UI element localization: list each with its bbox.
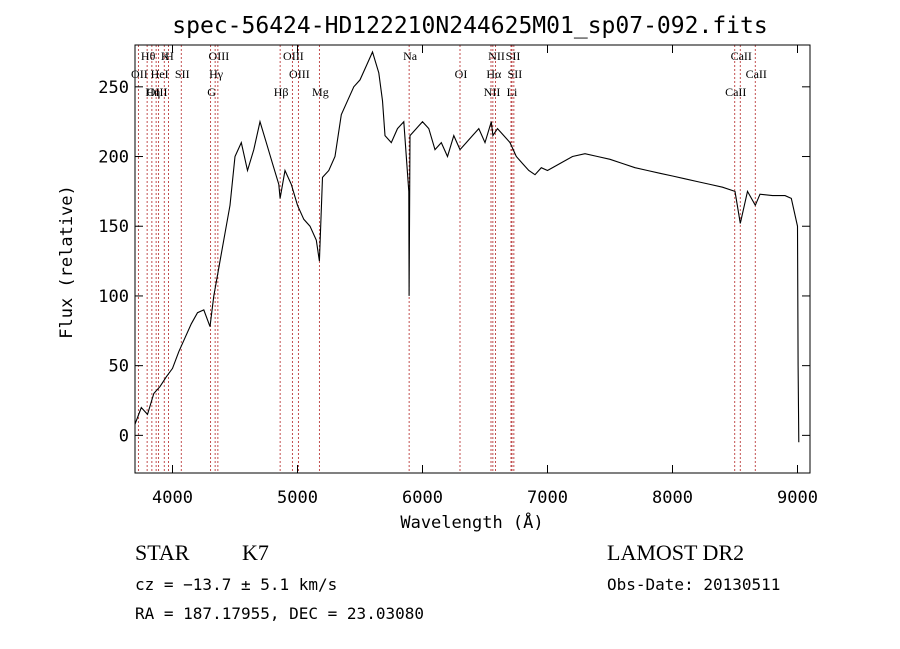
y-tick-label: 100 xyxy=(98,287,129,307)
line-marker-label: OIII xyxy=(209,49,230,63)
line-marker-label: Hη xyxy=(145,85,160,99)
line-marker-label: OIII xyxy=(283,49,304,63)
line-marker-label: CaII xyxy=(731,49,752,63)
x-tick-label: 4000 xyxy=(152,488,193,508)
line-marker-label: NII xyxy=(488,49,505,63)
spectral-subclass: K7 xyxy=(242,540,269,565)
line-marker-label: Hθ xyxy=(141,49,156,63)
line-marker-label: OIII xyxy=(147,85,168,99)
survey-name: LAMOST DR2 xyxy=(607,540,744,565)
coordinates: RA = 187.17955, DEC = 23.03080 xyxy=(135,604,424,623)
x-tick-label: 7000 xyxy=(527,488,568,508)
line-marker-label: HeI xyxy=(151,67,169,81)
y-tick-label: 50 xyxy=(109,357,129,377)
y-axis-label: Flux (relative) xyxy=(57,185,77,339)
line-marker-label: OI xyxy=(455,67,468,81)
line-marker-label: CaII xyxy=(746,67,767,81)
x-axis-label: Wavelength (Å) xyxy=(400,511,543,533)
y-axis: 0 50 100 150 200 250 xyxy=(98,78,810,446)
redshift-value: cz = −13.7 ± 5.1 km/s xyxy=(135,575,337,594)
line-marker-label: G xyxy=(207,85,216,99)
plot-frame xyxy=(134,44,811,474)
chart-title: spec-56424-HD122210N244625M01_sp07-092.f… xyxy=(172,13,767,39)
x-tick-label: 6000 xyxy=(402,488,443,508)
line-marker-label: NII xyxy=(484,85,501,99)
line-marker-label: Mg xyxy=(312,85,329,99)
y-tick-label: 250 xyxy=(98,78,129,98)
y-tick-label: 0 xyxy=(119,426,129,446)
x-tick-label: 8000 xyxy=(652,488,693,508)
line-marker-label: H xyxy=(165,49,174,63)
x-axis: 4000 5000 6000 7000 8000 9000 xyxy=(152,45,818,508)
line-marker-label: Li xyxy=(507,85,518,99)
x-tick-label: 9000 xyxy=(777,488,818,508)
line-marker-label: OIII xyxy=(289,67,310,81)
observation-date: Obs-Date: 20130511 xyxy=(607,575,780,594)
line-marker-label: CaII xyxy=(725,85,746,99)
x-tick-label: 5000 xyxy=(277,488,318,508)
line-marker-label: Hβ xyxy=(274,85,289,99)
line-marker-label: SII xyxy=(175,67,190,81)
object-class: STAR xyxy=(135,540,190,565)
line-marker-label: Hα xyxy=(486,67,502,81)
spectrum-line xyxy=(134,50,800,443)
line-marker-labels: HθOIIOIIIKHeIHηHSIIGOIIIHγHβOIIIOIIIMgNa… xyxy=(131,49,767,99)
line-markers xyxy=(137,45,756,473)
line-marker-label: Na xyxy=(403,49,418,63)
line-marker-label: K xyxy=(161,49,170,63)
y-tick-label: 150 xyxy=(98,217,129,237)
line-marker-label: OII xyxy=(131,67,148,81)
y-tick-label: 200 xyxy=(98,148,129,168)
line-marker-label: Hγ xyxy=(209,67,224,81)
line-marker-label: SII xyxy=(506,49,521,63)
line-marker-label: SII xyxy=(508,67,523,81)
